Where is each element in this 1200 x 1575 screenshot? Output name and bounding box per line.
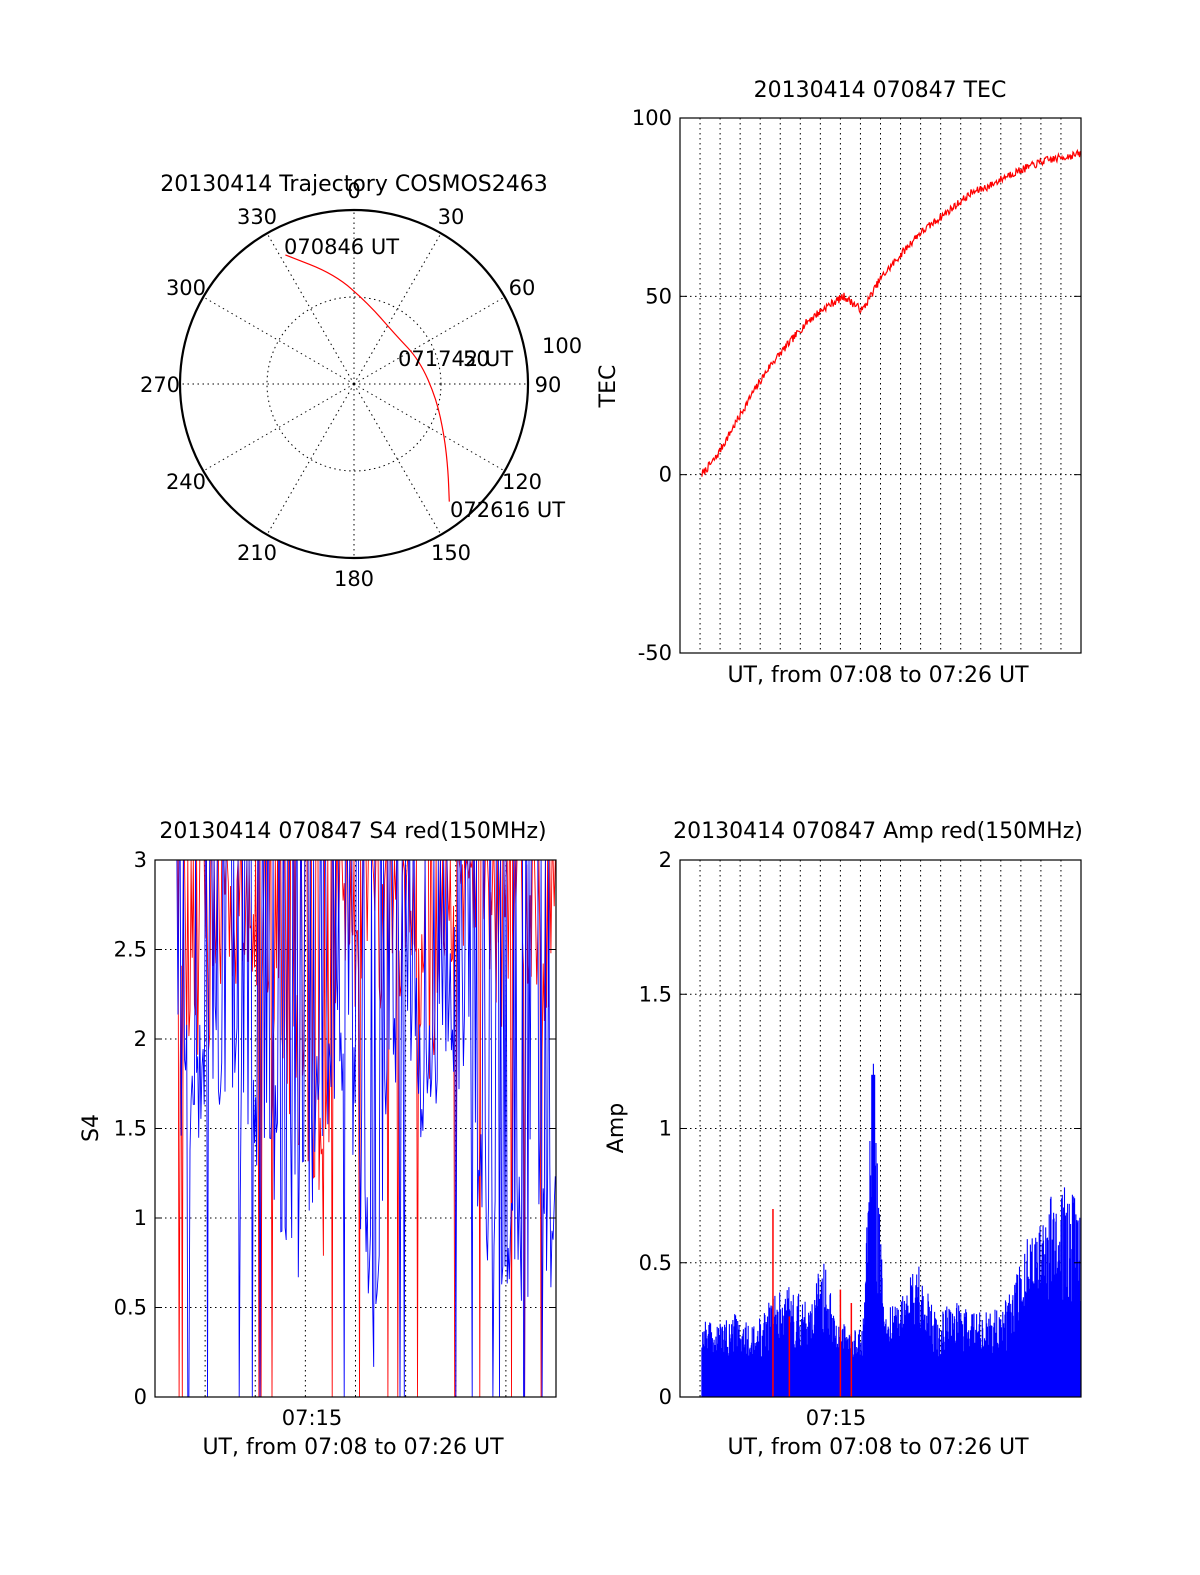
polar-grid bbox=[180, 210, 528, 558]
tec-ytick-100: 100 bbox=[632, 106, 672, 130]
polar-angle-label-30: 30 bbox=[438, 205, 465, 229]
polar-spoke bbox=[203, 296, 355, 385]
polar-angle-label-240: 240 bbox=[166, 470, 206, 494]
polar-spoke bbox=[353, 296, 505, 385]
amp-series-bars bbox=[701, 1063, 1082, 1397]
s4-ytick-0: 0 bbox=[134, 1385, 147, 1409]
polar-angle-label-0: 0 bbox=[347, 179, 360, 203]
tec-y-axis-label: TEC bbox=[596, 365, 621, 409]
tec-series-line bbox=[701, 148, 1082, 477]
polar-spoke bbox=[353, 383, 505, 472]
polar-angle-label-210: 210 bbox=[237, 541, 277, 565]
polar-spoke bbox=[266, 383, 355, 535]
amp-ytick-2: 2 bbox=[659, 848, 672, 872]
polar-mid-time-label: 071742 UT bbox=[398, 347, 513, 371]
amp-title: 20130414 070847 Amp red(150MHz) bbox=[673, 819, 1083, 844]
s4-ytick-2.5: 2.5 bbox=[114, 938, 147, 962]
polar-outer-circle bbox=[178, 208, 530, 560]
s4-x-tick-label: 07:15 bbox=[282, 1406, 343, 1430]
tec-ytick--50: -50 bbox=[638, 641, 672, 665]
tec-x-axis-label: UT, from 07:08 to 07:26 UT bbox=[727, 663, 1029, 688]
s4-y-axis-label: S4 bbox=[79, 1114, 104, 1142]
polar-radial-label-50: 50 bbox=[463, 347, 490, 371]
polar-angle-label-270: 270 bbox=[140, 373, 180, 397]
amp-x-axis-label: UT, from 07:08 to 07:26 UT bbox=[727, 1435, 1029, 1460]
polar-end-time-label: 072616 UT bbox=[450, 498, 565, 522]
polar-title: 20130414 Trajectory COSMOS2463 bbox=[160, 172, 547, 197]
amp-y-axis-label: Amp bbox=[604, 1103, 629, 1153]
polar-angle-label-300: 300 bbox=[166, 276, 206, 300]
polar-spoke bbox=[353, 383, 442, 535]
polar-angle-label-90: 90 bbox=[535, 373, 562, 397]
amp-series-blue bbox=[701, 1063, 1082, 1397]
tec-grid bbox=[680, 118, 1081, 653]
amp-x-tick-label: 07:15 bbox=[806, 1406, 867, 1430]
s4-panel: 20130414 070847 S4 red(150MHz) 0 0.5 1 1.5 2… bbox=[79, 819, 557, 1460]
s4-series-blue bbox=[176, 859, 556, 1398]
polar-trajectory-panel: 20130414 Trajectory COSMOS2463 0 30 60 90 12… bbox=[140, 172, 582, 591]
s4-x-axis-label: UT, from 07:08 to 07:26 UT bbox=[202, 1435, 504, 1460]
polar-angle-label-180: 180 bbox=[334, 567, 374, 591]
amp-panel: 20130414 070847 Amp red(150MHz) 0 0.5 1 1.5… bbox=[604, 819, 1083, 1460]
tec-y-tick-labels: -50 0 50 100 bbox=[632, 106, 1081, 665]
s4-ytick-0.5: 0.5 bbox=[114, 1296, 147, 1320]
tec-ytick-50: 50 bbox=[645, 284, 672, 308]
tec-plot-frame bbox=[679, 117, 1082, 654]
s4-ytick-1: 1 bbox=[134, 1206, 147, 1230]
tec-ytick-0: 0 bbox=[659, 463, 672, 487]
tec-panel: 20130414 070847 TEC -50 0 50 100 TEC UT, fr… bbox=[596, 78, 1082, 688]
s4-ytick-1.5: 1.5 bbox=[114, 1117, 147, 1141]
tec-title: 20130414 070847 TEC bbox=[754, 78, 1007, 103]
polar-trajectory-line bbox=[285, 254, 450, 502]
amp-ytick-0.5: 0.5 bbox=[639, 1251, 672, 1275]
amp-y-tick-labels: 0 0.5 1 1.5 2 bbox=[639, 848, 1081, 1409]
polar-spoke bbox=[266, 233, 355, 385]
s4-title: 20130414 070847 S4 red(150MHz) bbox=[159, 819, 546, 844]
polar-spoke bbox=[353, 233, 442, 385]
polar-spoke bbox=[203, 383, 355, 472]
polar-angle-labels: 0 30 60 90 120 150 180 210 240 270 300 330 bbox=[140, 179, 561, 591]
s4-ytick-2: 2 bbox=[134, 1027, 147, 1051]
amp-ytick-1.5: 1.5 bbox=[639, 982, 672, 1006]
amp-peak-bar bbox=[871, 1074, 876, 1397]
polar-angle-label-330: 330 bbox=[237, 205, 277, 229]
polar-angle-label-120: 120 bbox=[502, 470, 542, 494]
s4-ytick-3: 3 bbox=[134, 848, 147, 872]
polar-angle-label-150: 150 bbox=[431, 541, 471, 565]
s4-y-tick-labels: 0 0.5 1 1.5 2 2.5 3 bbox=[114, 848, 556, 1409]
polar-start-time-label: 070846 UT bbox=[284, 235, 399, 259]
polar-radial-label-100: 100 bbox=[542, 334, 582, 358]
amp-ytick-1: 1 bbox=[659, 1117, 672, 1141]
polar-inner-ring bbox=[266, 296, 442, 472]
polar-angle-label-60: 60 bbox=[509, 276, 536, 300]
amp-ytick-0: 0 bbox=[659, 1385, 672, 1409]
